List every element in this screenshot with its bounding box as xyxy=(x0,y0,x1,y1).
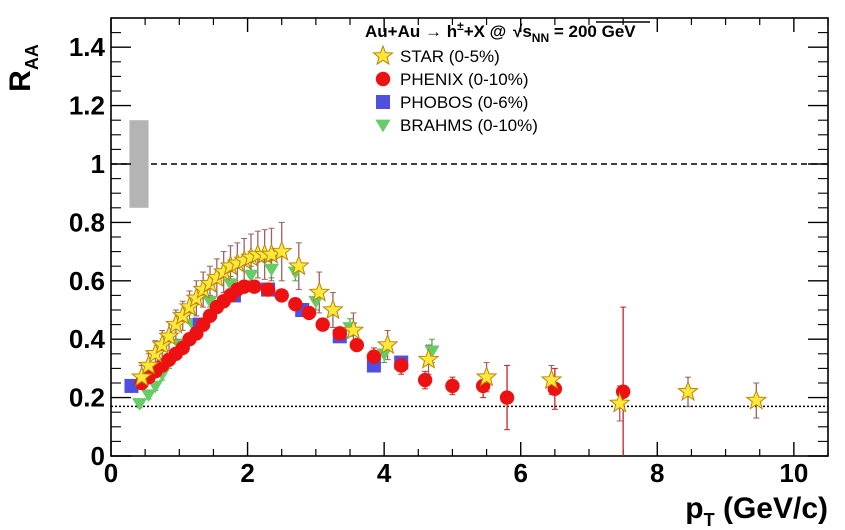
star-point xyxy=(171,304,194,326)
x-tick-label: 2 xyxy=(240,458,254,488)
legend-marker-phenix xyxy=(375,71,391,87)
legend-marker-star xyxy=(372,44,394,66)
phenix-point xyxy=(445,378,460,394)
systematic-box-layer xyxy=(129,120,149,208)
brahms-point xyxy=(222,278,239,291)
star-point xyxy=(677,380,699,402)
star-point xyxy=(137,354,160,375)
y-tick-label: 0.6 xyxy=(69,266,105,296)
phenix-point xyxy=(260,282,276,297)
phenix-point xyxy=(499,390,515,405)
star-point xyxy=(322,298,344,320)
legend-entries: STAR (0-5%) PHENIX (0-10%) PHOBOS (0-6%) BR… xyxy=(372,44,538,135)
brahms-point xyxy=(424,345,440,359)
star-point xyxy=(178,295,201,317)
y-tick-label: 0 xyxy=(91,441,105,471)
legend-label-phenix: PHENIX (0-10%) xyxy=(400,70,528,89)
legend-label-brahms: BRAHMS (0-10%) xyxy=(400,116,538,135)
star-point xyxy=(151,333,174,355)
data-markers xyxy=(124,240,768,413)
star-point xyxy=(475,365,498,387)
star-point xyxy=(130,365,153,387)
phenix-point xyxy=(349,337,365,353)
brahms-point xyxy=(243,269,259,283)
brahms-point xyxy=(132,398,148,411)
star-point xyxy=(165,313,187,334)
star-point xyxy=(376,333,399,355)
star-point xyxy=(308,281,331,302)
tick-labels: 0 2 4 6 8 10 0 0.2 0.4 0.6 0.8 1 1.2 1.4 xyxy=(69,32,808,488)
phenix-point xyxy=(288,296,303,312)
phenix-point xyxy=(301,305,317,321)
phenix-point xyxy=(547,381,563,397)
y-tick-label: 1.2 xyxy=(69,91,105,121)
legend-marker-phobos xyxy=(375,94,391,110)
phenix-point xyxy=(315,317,330,332)
legend-label-phobos: PHOBOS (0-6%) xyxy=(400,93,528,112)
phenix-point xyxy=(236,279,252,294)
y-tick-label: 1.4 xyxy=(69,32,106,62)
brahms-point xyxy=(376,348,392,362)
y-tick-label: 0.4 xyxy=(69,324,106,354)
x-tick-label: 10 xyxy=(779,458,808,488)
star-point xyxy=(608,391,631,413)
star-point xyxy=(745,389,768,410)
phenix-point xyxy=(332,326,347,341)
sqrt-symbol: √ xyxy=(513,22,523,41)
legend-marker-brahms xyxy=(375,119,391,133)
phenix-point xyxy=(475,378,491,394)
systematic-uncertainty-box xyxy=(129,120,149,208)
brahms-point xyxy=(308,295,324,309)
star-point xyxy=(287,254,310,276)
star-point xyxy=(185,286,208,308)
star-point xyxy=(270,240,293,261)
legend-title: Au+Au → h±+X @ √sNN = 200 GeV xyxy=(365,19,636,45)
x-tick-label: 4 xyxy=(377,458,392,488)
star-point xyxy=(540,368,563,390)
reference-lines xyxy=(111,163,828,408)
brahms-point xyxy=(202,295,218,309)
phenix-point xyxy=(366,349,382,364)
legend-label-star: STAR (0-5%) xyxy=(400,47,500,66)
star-point xyxy=(158,324,180,346)
error-bars xyxy=(128,221,760,456)
phenix-point xyxy=(247,279,262,294)
x-axis-title: pT (GeV/c) xyxy=(685,492,828,530)
phenix-point xyxy=(394,358,409,373)
brahms-point xyxy=(147,380,164,394)
y-tick-label: 1 xyxy=(91,149,105,179)
brahms-point xyxy=(263,263,280,277)
phenix-point xyxy=(274,288,289,303)
star-point xyxy=(144,342,167,364)
star-point xyxy=(417,348,440,369)
y-axis-title: RAA xyxy=(4,44,42,92)
y-tick-label: 0.2 xyxy=(69,383,105,413)
star-point xyxy=(342,318,365,340)
phenix-point xyxy=(417,372,433,388)
axis-ticks xyxy=(110,17,829,457)
y-tick-label: 0.8 xyxy=(69,207,105,237)
x-tick-label: 0 xyxy=(104,458,118,488)
x-tick-label: 6 xyxy=(513,458,527,488)
legend: Au+Au → h±+X @ √sNN = 200 GeV STAR (0-5%… xyxy=(365,19,650,135)
x-tick-label: 8 xyxy=(650,458,664,488)
brahms-point xyxy=(140,389,157,402)
